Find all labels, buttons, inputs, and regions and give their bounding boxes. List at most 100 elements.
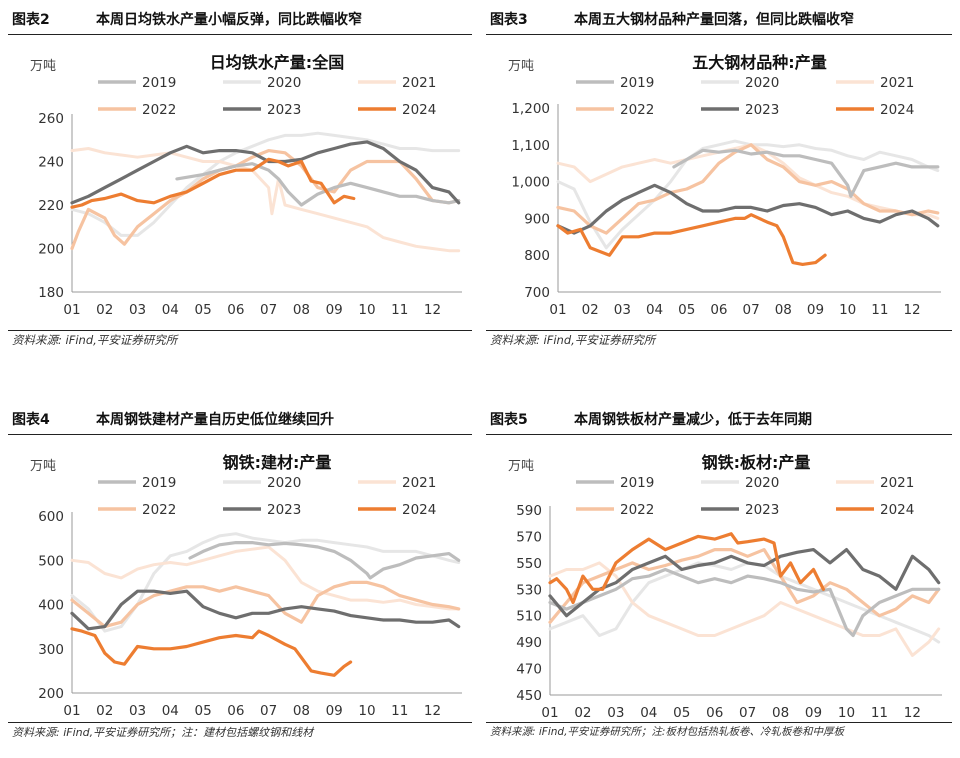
- x-tick-label: 06: [227, 703, 244, 719]
- x-tick-label: 10: [838, 705, 855, 721]
- y-unit-label: 万吨: [508, 459, 534, 474]
- x-tick-label: 01: [541, 705, 558, 721]
- y-tick-label: 570: [516, 529, 542, 545]
- x-tick-label: 05: [678, 302, 695, 318]
- x-tick-label: 03: [607, 705, 624, 721]
- figure-label: 图表4: [12, 412, 50, 428]
- y-tick-label: 200: [38, 242, 64, 258]
- legend-label-2021: 2021: [402, 475, 436, 491]
- chart-panel-five-steel: 图表3 本周五大钢材品种产量回落，但同比跌幅收窄 万吨 五大钢材品种:产量 2019…: [486, 4, 952, 350]
- x-tick-label: 04: [640, 705, 657, 721]
- x-tick-label: 05: [194, 703, 211, 719]
- legend-label-2020: 2020: [745, 475, 779, 491]
- x-tick-label: 04: [162, 703, 179, 719]
- x-tick-label: 01: [63, 703, 80, 719]
- legend-label-2019: 2019: [142, 75, 176, 91]
- y-tick-label: 260: [38, 111, 64, 127]
- y-tick-label: 700: [524, 285, 550, 301]
- legend-label-2023: 2023: [745, 502, 779, 518]
- panel-header: 图表2 本周日均铁水产量小幅反弹，同比跌幅收窄: [8, 4, 472, 35]
- legend-label-2019: 2019: [620, 75, 654, 91]
- chart-construction: 万吨 钢铁:建材:产量 2019 2020 2021 2022 2023 2024 200 300…: [30, 453, 462, 719]
- x-tick-label: 12: [903, 302, 920, 318]
- source-divider: [486, 722, 952, 723]
- x-tick-label: 09: [807, 302, 824, 318]
- y-tick-label: 180: [38, 285, 64, 301]
- chart-panel-hot-metal: 图表2 本周日均铁水产量小幅反弹，同比跌幅收窄 万吨 日均铁水产量:全国 2019 2…: [8, 4, 472, 350]
- x-tick-label: 03: [129, 703, 146, 719]
- x-tick-label: 06: [710, 302, 727, 318]
- x-tick-label: 03: [614, 302, 631, 318]
- panel-header: 图表4 本周钢铁建材产量自历史低位继续回升: [8, 404, 472, 435]
- series-line-2021: [70, 545, 461, 611]
- y-tick-label: 550: [516, 556, 542, 572]
- x-tick-label: 10: [839, 302, 856, 318]
- series-line-2021: [70, 147, 461, 253]
- panel-header: 图表5 本周钢铁板材产量减少，低于去年同期: [486, 404, 952, 435]
- x-tick-label: 09: [326, 302, 343, 318]
- x-tick-label: 03: [129, 302, 146, 318]
- series-line-2022: [556, 143, 940, 235]
- figure-title: 本周钢铁板材产量减少，低于去年同期: [574, 412, 812, 428]
- series-line-2020: [70, 131, 461, 237]
- x-tick-label: 12: [424, 703, 441, 719]
- y-tick-label: 530: [516, 582, 542, 598]
- panel-header: 图表3 本周五大钢材品种产量回落，但同比跌幅收窄: [486, 4, 952, 35]
- chart-hot-metal: 万吨 日均铁水产量:全国 2019 2020 2021 2022 2023 2024 180 20…: [30, 53, 462, 318]
- legend-label-2022: 2022: [620, 102, 654, 118]
- x-tick-label: 05: [194, 302, 211, 318]
- x-tick-label: 09: [326, 703, 343, 719]
- source-note: 资料来源: iFind,平安证券研究所: [12, 333, 178, 347]
- x-tick-label: 01: [63, 302, 80, 318]
- legend-label-2024: 2024: [402, 102, 436, 118]
- y-tick-label: 1,000: [511, 175, 550, 191]
- x-tick-label: 02: [96, 302, 113, 318]
- series-line-2019: [175, 162, 461, 207]
- series-line-2024: [70, 157, 356, 209]
- y-tick-label: 450: [516, 688, 542, 704]
- y-tick-label: 470: [516, 662, 542, 678]
- source-divider: [8, 722, 472, 723]
- y-tick-label: 1,200: [511, 101, 550, 117]
- series-line-2023: [548, 547, 941, 618]
- figure-label: 图表3: [490, 12, 528, 28]
- x-tick-label: 07: [743, 302, 760, 318]
- x-tick-label: 02: [582, 302, 599, 318]
- y-tick-label: 600: [38, 509, 64, 525]
- source-note: 资料来源: iFind,平安证券研究所；注:板材包括热轧板卷、冷轧板卷和中厚板: [490, 726, 844, 738]
- x-tick-label: 10: [358, 302, 375, 318]
- series-line-2020: [556, 139, 940, 250]
- x-tick-label: 06: [706, 705, 723, 721]
- source-note: 资料来源: iFind,平安证券研究所；注：建材包括螺纹钢和线材: [12, 726, 314, 739]
- y-unit-label: 万吨: [30, 59, 56, 74]
- series-line-2022: [70, 148, 461, 251]
- legend-label-2019: 2019: [620, 475, 654, 491]
- x-tick-label: 08: [775, 302, 792, 318]
- x-tick-label: 12: [904, 705, 921, 721]
- legend-label-2023: 2023: [745, 102, 779, 118]
- chart-panel-construction: 图表4 本周钢铁建材产量自历史低位继续回升 万吨 钢铁:建材:产量 2019 2020…: [8, 404, 472, 754]
- chart-five-steel: 万吨 五大钢材品种:产量 2019 2020 2021 2022 2023 2024 700 80…: [508, 53, 941, 318]
- y-tick-label: 900: [524, 211, 550, 227]
- series-line-2021: [548, 561, 941, 657]
- series-line-2023: [70, 589, 461, 631]
- legend-label-2020: 2020: [267, 75, 301, 91]
- x-tick-label: 11: [871, 705, 888, 721]
- chart-title: 五大钢材品种:产量: [692, 53, 826, 72]
- y-tick-label: 590: [516, 503, 542, 519]
- y-tick-label: 510: [516, 609, 542, 625]
- y-tick-label: 500: [38, 553, 64, 569]
- series-line-2019: [188, 540, 461, 580]
- chart-title: 钢铁:板材:产量: [702, 453, 811, 472]
- x-tick-label: 07: [260, 703, 277, 719]
- legend-label-2021: 2021: [880, 475, 914, 491]
- legend-label-2022: 2022: [620, 502, 654, 518]
- x-tick-label: 02: [574, 705, 591, 721]
- x-tick-label: 04: [646, 302, 663, 318]
- y-tick-label: 200: [38, 686, 64, 702]
- legend-label-2019: 2019: [142, 475, 176, 491]
- figure-title: 本周钢铁建材产量自历史低位继续回升: [96, 412, 334, 428]
- source-note: 资料来源: iFind,平安证券研究所: [490, 333, 656, 347]
- y-tick-label: 490: [516, 635, 542, 651]
- figure-title: 本周五大钢材品种产量回落，但同比跌幅收窄: [574, 12, 854, 28]
